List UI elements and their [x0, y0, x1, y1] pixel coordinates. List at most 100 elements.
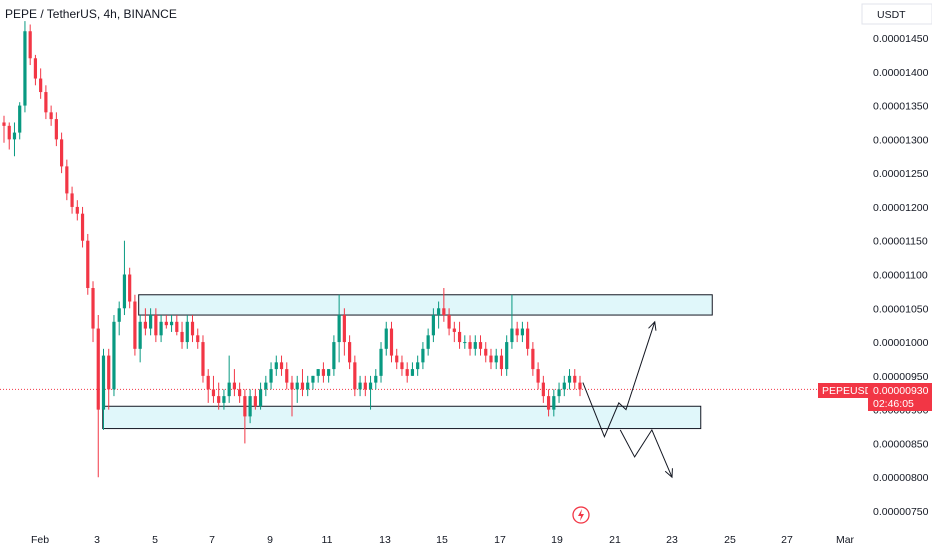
candle-body [133, 301, 137, 349]
y-tick-label: 0.00001150 [873, 236, 928, 248]
candle-body [426, 335, 430, 349]
candle-body [122, 274, 127, 309]
candle-body [222, 396, 226, 403]
candle-body [112, 321, 116, 390]
candle-body [421, 348, 425, 363]
x-tick-label: 11 [322, 534, 333, 546]
candle-body [101, 355, 106, 410]
last-price-marker: PEPEUSDT 0.00000930 02:46:05 [818, 383, 932, 411]
projections [582, 320, 673, 479]
candle-body [515, 328, 519, 336]
candle-body [91, 288, 95, 329]
candle-body [567, 375, 572, 383]
candle-body [128, 274, 132, 302]
candle-body [143, 321, 147, 329]
candle-body [274, 362, 278, 370]
countdown-timer: 02:46:05 [873, 398, 914, 410]
candle-body [389, 328, 394, 356]
candle-body [258, 389, 263, 407]
candle-body [18, 105, 22, 133]
candle-body [190, 321, 195, 336]
candle-body [300, 382, 305, 390]
x-tick-label: 15 [436, 534, 448, 546]
candle-body [107, 355, 111, 390]
y-tick-label: 0.00001100 [873, 270, 928, 282]
candle-body [368, 382, 373, 390]
currency-box[interactable] [861, 3, 932, 25]
x-tick-label: 23 [666, 534, 678, 546]
y-tick-label: 0.00000750 [873, 506, 929, 518]
projection-path-up [582, 321, 656, 438]
candle-body [65, 166, 69, 194]
flash-icon[interactable] [572, 506, 590, 524]
candle-body [117, 308, 121, 322]
candle-body [169, 321, 174, 326]
candle-body [457, 331, 462, 343]
candle-body [96, 328, 100, 410]
chart-title: PEPE / TetherUS, 4h, BINANCE [5, 7, 177, 21]
arrow-head-down [664, 468, 673, 479]
candle-body [468, 342, 472, 349]
x-tick-label: Feb [31, 534, 49, 546]
candle-body [28, 31, 32, 59]
candle-body [54, 119, 58, 140]
candle-body [520, 328, 524, 336]
candle-body [546, 396, 551, 410]
candle-body [531, 348, 535, 370]
candle-body [358, 382, 362, 390]
candle-body [227, 382, 231, 397]
candle-body [44, 92, 48, 113]
support-zone[interactable] [102, 405, 702, 430]
candle-body [499, 355, 504, 370]
candle-body [541, 382, 545, 397]
candle-body [33, 58, 38, 79]
candle-body [578, 382, 582, 390]
time-axis[interactable]: Feb 3 5 7 9 11 13 15 17 19 21 23 25 27 Mar [31, 534, 855, 546]
candle-body [196, 335, 200, 343]
candle-body [510, 328, 514, 343]
candle-body [536, 369, 540, 383]
candle-body [217, 396, 221, 403]
candle-body [447, 315, 451, 329]
candle-body [311, 375, 315, 383]
resistance-zone[interactable] [138, 294, 713, 316]
y-tick-label: 0.00001000 [873, 337, 929, 349]
candle-body [395, 355, 399, 363]
candle-body [159, 321, 163, 336]
candle-body [206, 375, 210, 390]
candle-body [80, 213, 85, 241]
x-tick-label: 5 [152, 534, 158, 546]
x-tick-label: 3 [94, 534, 100, 546]
candle-body [269, 369, 273, 383]
candle-body [290, 382, 294, 390]
candle-body [337, 315, 341, 343]
candle-body [452, 328, 456, 332]
candle-body [321, 369, 326, 376]
price-axis[interactable]: USDT 0.00001450 0.00001400 0.00001350 0.000… [861, 3, 932, 518]
candle-body [248, 396, 252, 417]
candle-body [342, 315, 346, 343]
candle-body [253, 396, 257, 407]
candle-body [484, 348, 488, 356]
x-tick-label: 19 [551, 534, 563, 546]
candle-body [384, 328, 388, 349]
candle-body [295, 382, 299, 390]
candle-body [154, 315, 158, 336]
candle-body [238, 389, 242, 397]
candle-body [185, 321, 189, 343]
y-tick-label: 0.00001200 [873, 202, 929, 214]
candle-body [552, 396, 556, 410]
candle-body [70, 193, 74, 207]
candle-body [473, 342, 477, 349]
symbol-label: PEPEUSDT [822, 385, 879, 397]
x-tick-label: 21 [609, 534, 621, 546]
candle-body [327, 369, 331, 376]
candle-body [39, 78, 43, 93]
candle-body [138, 321, 142, 349]
candle-body [431, 315, 435, 336]
zones[interactable] [102, 294, 713, 430]
candle-body [437, 308, 441, 316]
y-tick-label: 0.00001300 [873, 134, 929, 146]
candle-body [149, 315, 153, 329]
